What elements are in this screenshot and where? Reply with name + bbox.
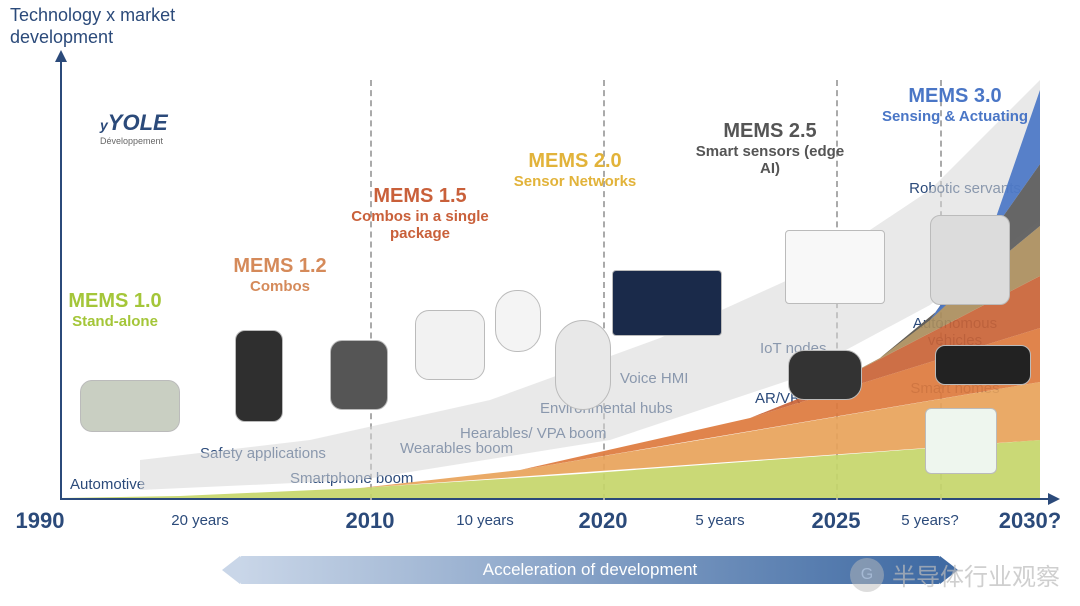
x-tick-2020: 2020 bbox=[579, 508, 628, 534]
phase-mems-10: MEMS 1.0Stand-alone bbox=[35, 290, 195, 330]
watermark-icon: G bbox=[850, 558, 884, 592]
acceleration-bar: Acceleration of development bbox=[240, 556, 940, 584]
y-axis-label: Technology x marketdevelopment bbox=[10, 5, 175, 48]
phase-title: MEMS 3.0 bbox=[875, 85, 1035, 108]
x-tick-1990: 1990 bbox=[16, 508, 65, 534]
phase-title: MEMS 2.5 bbox=[690, 120, 850, 143]
phase-subtitle: Sensor Networks bbox=[495, 173, 655, 190]
watermark-text: 半导体行业观察 bbox=[892, 557, 1060, 592]
watermark: G 半导体行业观察 bbox=[850, 557, 1060, 592]
phase-subtitle: Sensing & Actuating bbox=[875, 108, 1035, 125]
smart-speaker-icon bbox=[555, 320, 611, 410]
sensor-tag-icon bbox=[495, 290, 541, 352]
smartwatch-icon bbox=[330, 340, 388, 410]
smart-home-icon bbox=[925, 408, 997, 474]
x-tick-2030: 2030? bbox=[999, 508, 1061, 534]
phase-mems-12: MEMS 1.2Combos bbox=[200, 255, 360, 295]
y-axis-label-text: Technology x marketdevelopment bbox=[10, 5, 175, 47]
phase-mems-15: MEMS 1.5Combos in a single package bbox=[340, 185, 500, 243]
earbuds-icon bbox=[415, 310, 485, 380]
autonomous-car-icon bbox=[935, 345, 1031, 385]
x-midlabel: 5 years? bbox=[901, 512, 959, 529]
smartphone-icon bbox=[235, 330, 283, 422]
x-midlabel: 5 years bbox=[695, 512, 744, 529]
phase-mems-25: MEMS 2.5Smart sensors (edge AI) bbox=[690, 120, 850, 178]
phase-subtitle: Combos bbox=[200, 278, 360, 295]
phase-subtitle: Combos in a single package bbox=[340, 208, 500, 243]
car-icon bbox=[80, 380, 180, 432]
iot-cloud-icon bbox=[785, 230, 885, 304]
x-tick-2025: 2025 bbox=[812, 508, 861, 534]
phase-title: MEMS 1.2 bbox=[200, 255, 360, 278]
x-midlabel: 10 years bbox=[456, 512, 514, 529]
phase-mems-20: MEMS 2.0Sensor Networks bbox=[495, 150, 655, 190]
voice-ai-icon bbox=[612, 270, 722, 336]
x-tick-2010: 2010 bbox=[346, 508, 395, 534]
phase-subtitle: Stand-alone bbox=[35, 313, 195, 330]
phase-subtitle: Smart sensors (edge AI) bbox=[690, 143, 850, 178]
vr-headset-icon bbox=[788, 350, 862, 400]
x-midlabel: 20 years bbox=[171, 512, 229, 529]
acceleration-bar-label: Acceleration of development bbox=[483, 560, 698, 580]
phase-title: MEMS 2.0 bbox=[495, 150, 655, 173]
phase-mems-30: MEMS 3.0Sensing & Actuating bbox=[875, 85, 1035, 125]
phase-title: MEMS 1.5 bbox=[340, 185, 500, 208]
robot-icon bbox=[930, 215, 1010, 305]
phase-title: MEMS 1.0 bbox=[35, 290, 195, 313]
